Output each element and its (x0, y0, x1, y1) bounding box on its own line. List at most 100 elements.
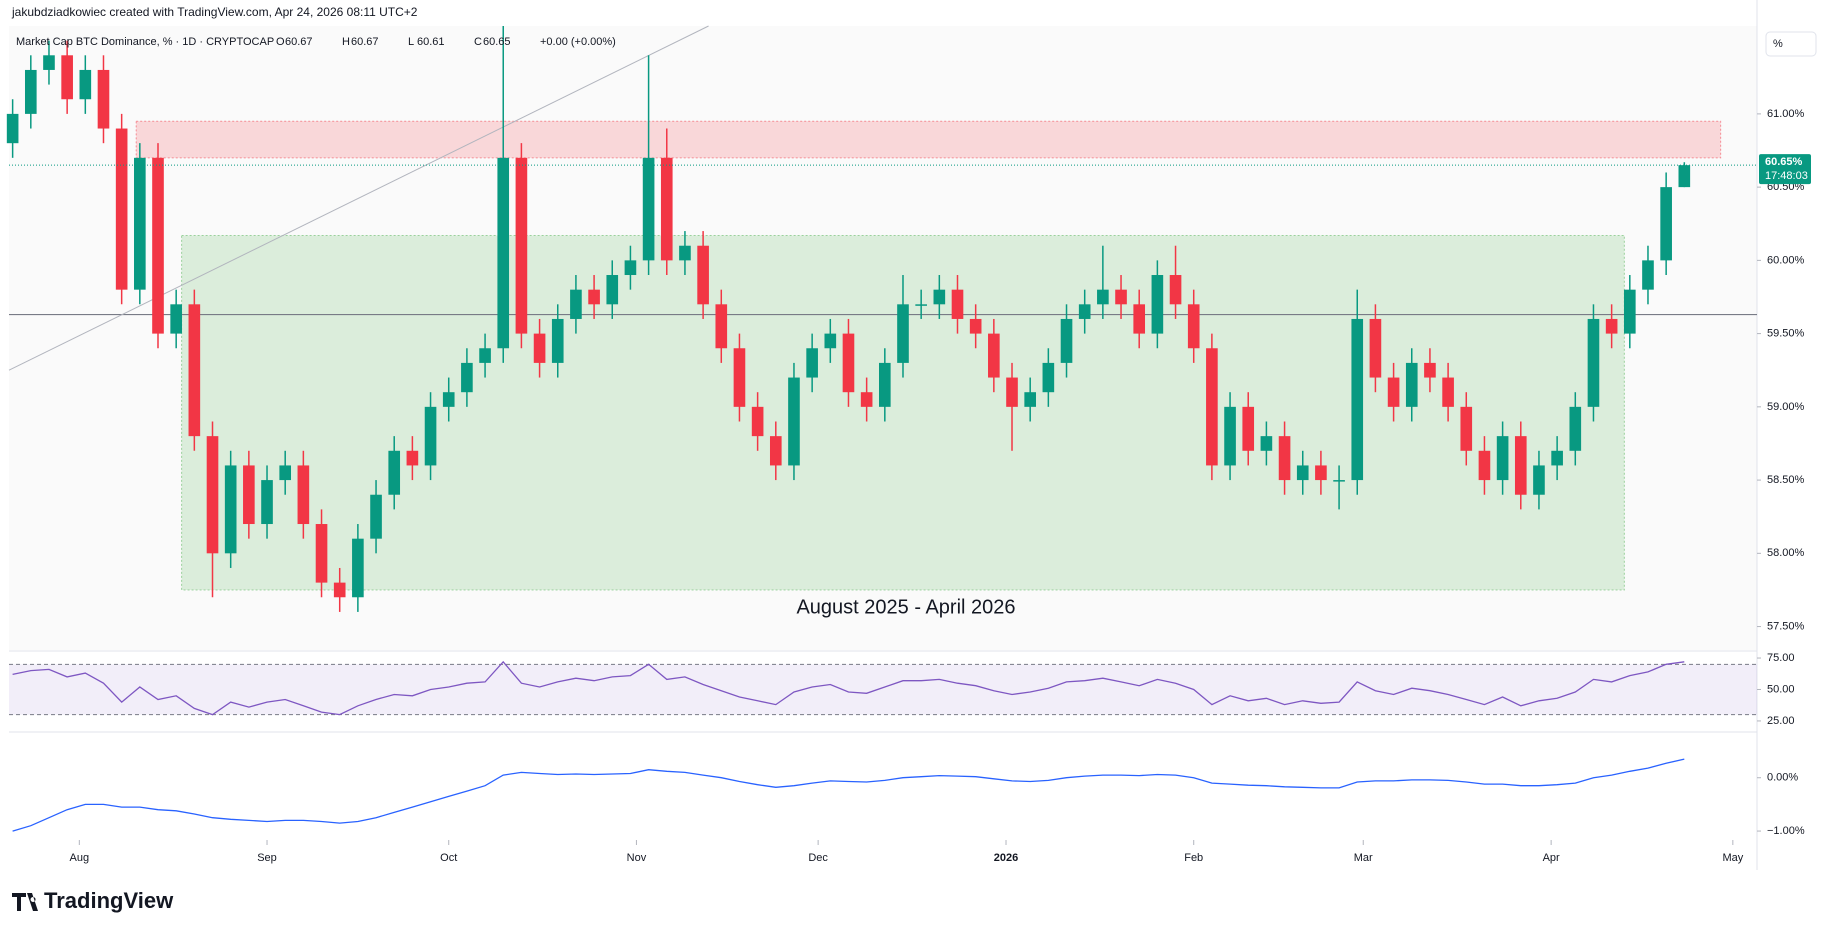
ohlc-value: 60.67 (285, 36, 313, 48)
ohlc-key: H (342, 36, 350, 48)
candle-body (624, 260, 637, 276)
unit-label[interactable]: % (1773, 38, 1783, 50)
x-tick-label: Oct (440, 852, 457, 864)
candle-body (842, 333, 855, 393)
x-tick-label: May (1722, 852, 1743, 864)
macd-tick-label: 0.00% (1767, 772, 1798, 784)
candle-body (1278, 436, 1291, 481)
y-tick-label: 57.50% (1767, 620, 1805, 632)
candle-body (61, 55, 73, 100)
candle-body (352, 538, 364, 598)
candle-body (769, 436, 782, 466)
logo-text: TradingView (44, 888, 174, 913)
candle-body (1042, 362, 1055, 393)
candle-body (424, 406, 437, 466)
candle-body (315, 524, 328, 583)
candle-body (606, 275, 619, 305)
candle-body (224, 465, 237, 554)
candle-body (406, 450, 419, 466)
x-tick-label: Dec (808, 852, 828, 864)
candle-body (988, 333, 1000, 378)
y-tick-label: 60.00% (1767, 254, 1805, 266)
x-tick-label: Aug (70, 852, 90, 864)
candle-body (860, 392, 873, 407)
candle-body (1678, 165, 1691, 188)
candle-body (1078, 304, 1091, 319)
indicator-line (12, 758, 1685, 832)
change: +0.00 (+0.00%) (540, 36, 616, 48)
candle-body (188, 304, 201, 437)
x-tick-label: Apr (1543, 852, 1560, 864)
x-tick-label: Feb (1184, 852, 1203, 864)
candle-body (969, 318, 982, 334)
price-badge-label: 60.65% (1765, 156, 1803, 168)
candle-body (170, 304, 182, 334)
symbol-legend: Market Cap BTC Dominance, % · 1D · CRYPT… (16, 36, 274, 48)
candle-body (515, 157, 528, 334)
candle-body (715, 304, 728, 349)
rsi-band (9, 664, 1757, 715)
candle-body (1115, 289, 1127, 305)
rsi-tick-label: 75.00 (1767, 652, 1795, 664)
candle-body (951, 289, 964, 319)
candle-body (1460, 406, 1473, 451)
candle-body (1514, 436, 1527, 495)
ohlc-key: C (474, 36, 482, 48)
candle-body (1587, 318, 1600, 407)
candle-body (1097, 289, 1109, 305)
candle-body (1424, 362, 1436, 378)
candle-body (588, 289, 600, 305)
candle-body (279, 465, 292, 481)
ohlc-key: L (408, 36, 414, 48)
candle-body (751, 406, 764, 437)
rsi-tick-label: 50.00 (1767, 683, 1795, 695)
y-tick-label: 58.00% (1767, 547, 1805, 559)
y-tick-label: 58.50% (1767, 474, 1805, 486)
candle-body (1623, 289, 1636, 334)
candle-body (134, 157, 146, 290)
candle-body (1315, 465, 1327, 481)
candle-body (1006, 377, 1018, 407)
candle-body (679, 245, 691, 261)
candle-body (243, 465, 255, 525)
y-tick-label: 59.00% (1767, 401, 1805, 413)
candle-body (551, 318, 564, 363)
candle-body (1533, 465, 1545, 495)
candle-body (915, 304, 927, 306)
candle-body (1551, 450, 1563, 466)
price-badge (1759, 154, 1811, 185)
candle-body (570, 289, 582, 319)
candle-body (206, 436, 219, 554)
ohlc-value: 60.65 (483, 36, 511, 48)
candle-body (1369, 318, 1382, 378)
candle-body (1605, 318, 1618, 334)
candle-body (1224, 406, 1236, 466)
candle-body (660, 157, 673, 261)
price-pane (9, 26, 1757, 650)
candle-body (1387, 377, 1400, 407)
candle-body (333, 582, 346, 598)
candle-body (1296, 465, 1309, 481)
candle-body (1242, 406, 1255, 451)
candle-body (1260, 436, 1273, 451)
candle-body (1133, 304, 1146, 334)
macd-tick-label: −1.00% (1767, 825, 1805, 837)
candle-body (533, 333, 546, 363)
rsi-tick-label: 25.00 (1767, 715, 1795, 727)
x-tick-label: Nov (627, 852, 647, 864)
candle-body (79, 69, 92, 100)
x-tick-label: 2026 (994, 852, 1018, 864)
candle-body (1478, 450, 1491, 481)
logo-mark (12, 893, 38, 911)
candle-body (442, 392, 455, 407)
ohlc-value: 60.67 (351, 36, 379, 48)
unit-button[interactable] (1765, 31, 1817, 57)
candle-body (1351, 318, 1364, 481)
candle-body (897, 304, 909, 363)
candle-body (261, 480, 273, 525)
candle-body (297, 465, 310, 525)
candle-body (1642, 260, 1654, 290)
x-tick-label: Mar (1354, 852, 1373, 864)
candle-body (879, 362, 891, 407)
